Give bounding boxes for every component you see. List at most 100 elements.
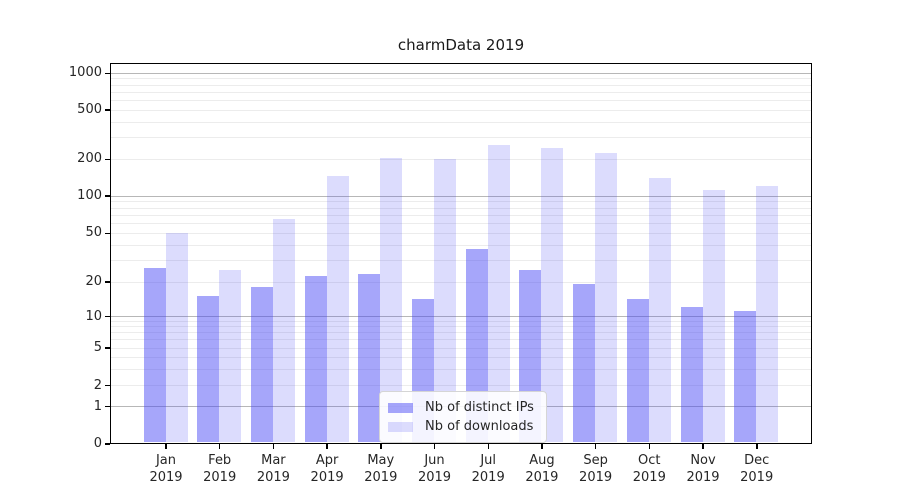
y-tick-label: 1000 [68, 65, 102, 81]
legend-label: Nb of downloads [425, 419, 534, 434]
gridline-minor [111, 332, 811, 334]
gridline-minor [111, 281, 811, 283]
x-tick-label-oct: Oct 2019 [617, 452, 681, 486]
x-tick-year: 2019 [310, 470, 344, 485]
x-tick-year: 2019 [579, 470, 613, 485]
bar-ips-oct [626, 299, 649, 442]
x-tick-month: Feb [208, 453, 232, 468]
x-tick-year: 2019 [149, 470, 183, 485]
y-tick-label: 500 [77, 102, 102, 117]
legend-swatch [388, 421, 413, 432]
x-tick-year: 2019 [364, 470, 398, 485]
gridline-minor [111, 321, 811, 322]
y-tick-label: 100 [77, 188, 102, 203]
gridline-minor [111, 385, 811, 387]
x-tick-label-aug: Aug 2019 [510, 452, 574, 486]
plot-area: Nb of distinct IPs Nb of downloads [110, 63, 812, 444]
gridline-minor [111, 158, 811, 160]
bar-ips-may [358, 274, 381, 442]
y-tick-mark [105, 232, 110, 235]
y-tick-label: 5 [93, 340, 102, 355]
y-tick-mark [105, 443, 110, 445]
gridline-minor [111, 339, 811, 341]
legend: Nb of distinct IPs Nb of downloads [379, 391, 547, 443]
legend-item-downloads: Nb of downloads [388, 417, 534, 436]
legend-label: Nb of distinct IPs [425, 400, 534, 415]
x-tick-year: 2019 [686, 470, 720, 485]
y-tick-mark [105, 109, 110, 111]
gridline-minor [111, 121, 811, 123]
gridline-major [111, 72, 811, 74]
x-tick-month: Apr [315, 453, 339, 468]
x-tick-year: 2019 [632, 470, 666, 485]
x-tick-label-apr: Apr 2019 [295, 452, 359, 486]
x-tick-label-jun: Jun 2019 [403, 452, 467, 486]
x-tick-month: Jan [155, 453, 177, 468]
x-tick-label-sep: Sep 2019 [564, 452, 628, 486]
y-tick-mark [105, 195, 110, 197]
gridline-minor [111, 356, 811, 358]
x-tick-month: Jun [424, 453, 445, 468]
x-tick-label-jul: Jul 2019 [456, 452, 520, 486]
x-tick-label-nov: Nov 2019 [671, 452, 735, 486]
x-tick-label-dec: Dec 2019 [725, 452, 789, 486]
x-tick-mark [702, 444, 704, 449]
x-tick-month: Mar [261, 453, 286, 468]
x-tick-year: 2019 [525, 470, 559, 485]
y-tick-mark [105, 158, 110, 161]
x-tick-month: Aug [529, 453, 555, 468]
gridline-minor [111, 259, 811, 261]
legend-swatch [388, 402, 413, 413]
legend-item-ips: Nb of distinct IPs [388, 398, 534, 417]
gridline-minor [111, 214, 811, 216]
x-tick-mark [218, 444, 221, 449]
y-tick-mark [105, 384, 110, 387]
x-tick-year: 2019 [203, 470, 237, 485]
x-tick-label-may: May 2019 [349, 452, 413, 486]
x-tick-mark [326, 444, 328, 449]
y-tick-label: 200 [77, 151, 102, 167]
bar-ips-mar [250, 286, 273, 442]
x-tick-mark [756, 444, 758, 449]
x-tick-month: Dec [744, 453, 770, 468]
x-tick-mark [433, 444, 436, 449]
bar-downloads-may [380, 157, 403, 442]
y-tick-mark [105, 347, 110, 349]
bar-downloads-jan [165, 232, 188, 442]
gridline-minor [111, 232, 811, 234]
bar-downloads-dec [756, 185, 779, 442]
gridline-minor [111, 326, 811, 328]
x-tick-year: 2019 [256, 470, 290, 485]
y-tick-mark [105, 405, 110, 408]
x-tick-label-feb: Feb 2019 [188, 452, 252, 486]
bar-ips-sep [573, 284, 596, 442]
gridline-minor [111, 78, 811, 80]
x-tick-month: Sep [583, 453, 608, 468]
x-tick-mark [487, 444, 489, 449]
bar-ips-nov [680, 307, 703, 442]
x-tick-mark [648, 444, 650, 449]
x-tick-mark [380, 444, 382, 449]
gridline-minor [111, 137, 811, 138]
chart-title: charmData 2019 [397, 36, 525, 54]
y-tick-mark [105, 315, 110, 318]
y-tick-label: 50 [85, 225, 102, 241]
gridline-minor [111, 84, 811, 86]
gridline-minor [111, 99, 811, 101]
x-tick-mark [165, 444, 167, 449]
bar-downloads-feb [219, 269, 242, 442]
x-tick-month: May [367, 453, 395, 468]
bar-downloads-jun [434, 158, 456, 442]
x-tick-label-jan: Jan 2019 [134, 452, 198, 486]
y-tick-label: 20 [85, 274, 102, 289]
bar-downloads-oct [648, 177, 671, 442]
gridline-minor [111, 91, 811, 93]
y-tick-label: 10 [85, 308, 102, 324]
gridline-minor [111, 223, 811, 224]
x-tick-year: 2019 [417, 470, 452, 485]
bar-downloads-sep [595, 152, 618, 442]
gridline-major [111, 316, 811, 318]
x-tick-month: Nov [690, 453, 716, 468]
gridline-minor [111, 244, 811, 246]
bar-downloads-apr [326, 175, 349, 442]
